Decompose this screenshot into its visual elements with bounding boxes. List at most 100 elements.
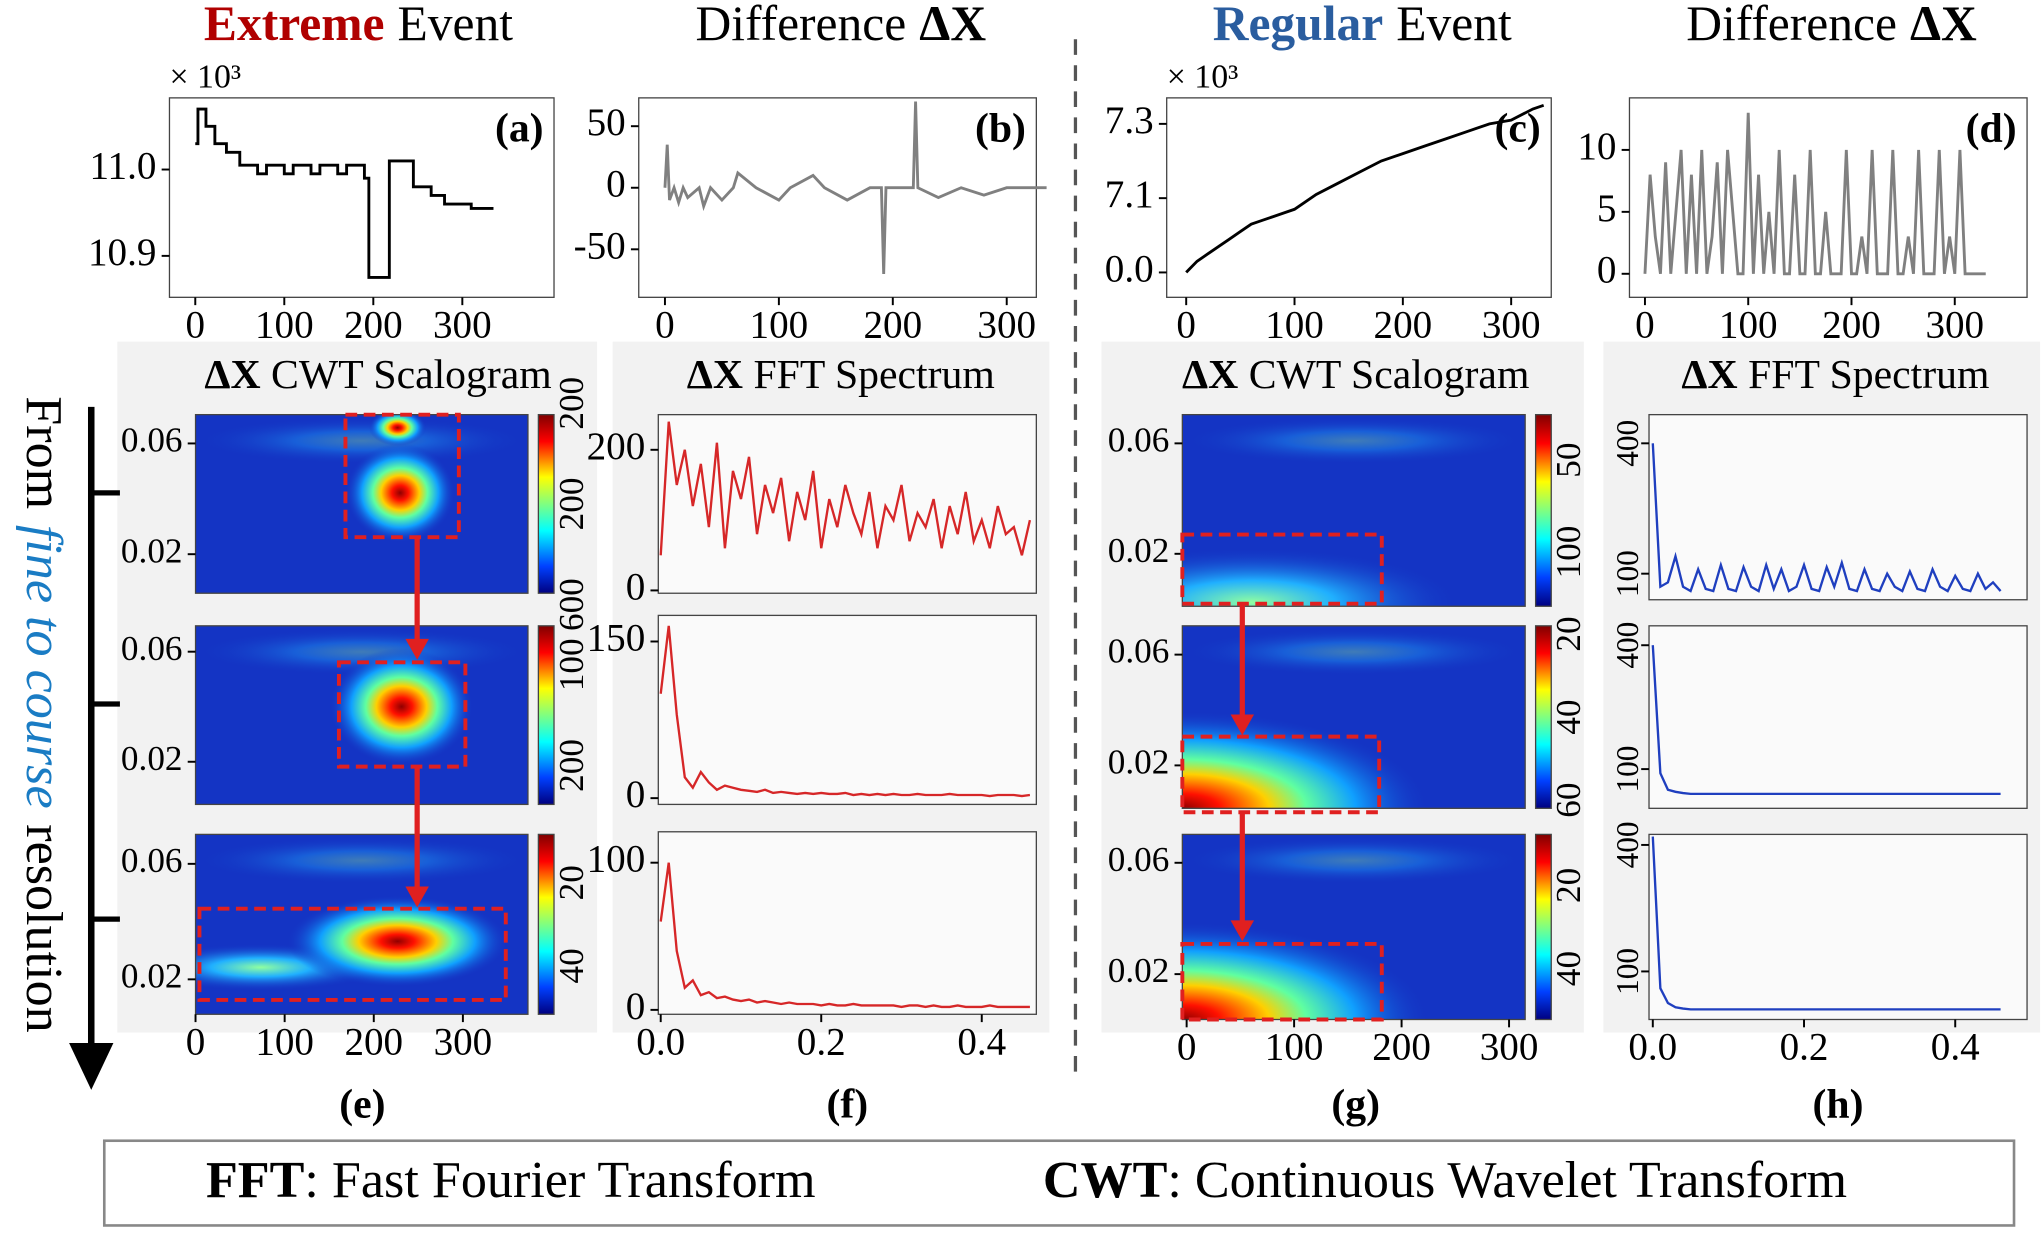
side-part: resolution bbox=[15, 824, 72, 1032]
header-part: ΔX bbox=[919, 0, 986, 51]
y-tick-label: 0.02 bbox=[121, 956, 183, 995]
x-tick-label: 300 bbox=[433, 304, 492, 347]
footer-entry: CWT: Continuous Wavelet Transform bbox=[1043, 1152, 1847, 1209]
heatmap bbox=[195, 625, 528, 805]
colorbar-label: 60 40 20 bbox=[1549, 616, 1588, 817]
y-tick-label: 400 bbox=[1610, 420, 1645, 467]
x-tick-label: 100 bbox=[750, 304, 809, 347]
panel: 10 5 00 100 200 300 (d) bbox=[1577, 97, 2028, 347]
panel-label: (g) bbox=[1331, 1082, 1380, 1128]
title-part: ΔX bbox=[687, 352, 743, 398]
x-tick-label: 200 bbox=[1372, 1026, 1431, 1069]
heatmap bbox=[1182, 834, 1526, 1020]
colorbar-label: 100 50 bbox=[1549, 443, 1588, 579]
header-part: Event bbox=[398, 0, 514, 51]
section-title: ΔX FFT Spectrum bbox=[687, 352, 995, 398]
x-tick-label: 200 bbox=[1822, 304, 1881, 347]
panel: 100 50 0.06 0.02 bbox=[1108, 413, 1588, 607]
line bbox=[659, 862, 1030, 1009]
line bbox=[659, 625, 1031, 798]
line bbox=[1651, 836, 2001, 1011]
header-part: Extreme bbox=[204, 0, 385, 51]
x-tick-label: 200 bbox=[344, 1021, 403, 1064]
y-tick-label: 7.3 bbox=[1105, 99, 1154, 142]
panel: 100 00.0 0.2 0.4 (f) bbox=[587, 831, 1037, 1128]
y-tick-label: 0 bbox=[626, 565, 646, 608]
y-tick-label: 11.0 bbox=[89, 145, 156, 188]
y-tick-label: 0 bbox=[606, 163, 626, 206]
panel-label: (h) bbox=[1813, 1082, 1864, 1128]
y-tick-label: 0.06 bbox=[121, 629, 183, 668]
heatmap-band bbox=[1182, 628, 1526, 676]
x-tick-label: 300 bbox=[1482, 304, 1541, 347]
header-part: Regular bbox=[1213, 0, 1384, 51]
y-tick-label: 200 bbox=[587, 425, 646, 468]
y-tick-label: 100 bbox=[1610, 550, 1645, 597]
x-tick-label: 0.4 bbox=[1931, 1026, 1980, 1069]
colorbar bbox=[537, 413, 555, 594]
y-tick-label: 0.02 bbox=[1108, 531, 1170, 570]
frame bbox=[1181, 625, 1526, 809]
heatmap-blob bbox=[368, 414, 427, 446]
heatmap-band bbox=[195, 417, 528, 465]
y-tick-label: 400 bbox=[1610, 821, 1645, 868]
highlight-box bbox=[343, 412, 461, 540]
header-part: Difference bbox=[1686, 0, 1897, 51]
title-part: ΔX bbox=[204, 352, 260, 398]
y-tick-label: 100 bbox=[587, 838, 646, 881]
heatmap-blob bbox=[1182, 547, 1460, 607]
y-tick-label: 400 bbox=[1610, 622, 1645, 669]
y-tick-label: 0.06 bbox=[1108, 420, 1170, 459]
y-tick-label: -50 bbox=[574, 224, 626, 267]
frame bbox=[657, 614, 1037, 806]
title-part: CWT Scalogram bbox=[271, 352, 552, 398]
panel: 40 20 0.06 0.020 100 200 300 (e) bbox=[121, 833, 591, 1128]
x-tick-label: 0 bbox=[186, 304, 206, 347]
frame bbox=[1648, 413, 2028, 601]
colorbar bbox=[1534, 413, 1552, 607]
heatmap bbox=[195, 834, 528, 1015]
heatmap bbox=[1182, 414, 1526, 607]
highlight-box bbox=[1180, 734, 1382, 815]
header-part: Event bbox=[1396, 0, 1512, 51]
y-tick-label: 0.02 bbox=[1108, 742, 1170, 781]
y-tick-label: 0 bbox=[626, 773, 646, 816]
colorbar-label: 40 20 bbox=[552, 865, 591, 983]
title-part: FFT Spectrum bbox=[753, 352, 994, 398]
colorbar-label: 200 100 bbox=[552, 638, 591, 791]
title-part: ΔX bbox=[1182, 352, 1238, 398]
footer-term: FFT bbox=[206, 1152, 304, 1209]
header: Regular Event bbox=[1213, 0, 1512, 51]
frame bbox=[657, 831, 1037, 1015]
arrow-head bbox=[69, 1042, 114, 1090]
panel-label: (e) bbox=[339, 1082, 385, 1128]
header: Difference ΔX bbox=[1686, 0, 1977, 51]
axis-multiplier: × 10³ bbox=[1167, 58, 1239, 95]
y-tick-label: 50 bbox=[587, 101, 626, 144]
resolution-arrow bbox=[69, 406, 120, 1090]
x-tick-label: 200 bbox=[1374, 304, 1433, 347]
y-tick-label: 10.9 bbox=[88, 231, 156, 274]
heatmap-band bbox=[1182, 417, 1526, 465]
line bbox=[195, 107, 494, 279]
line bbox=[1651, 443, 2002, 593]
heatmap-band bbox=[195, 837, 528, 884]
y-tick-label: 0.02 bbox=[1108, 951, 1170, 990]
x-tick-label: 100 bbox=[1265, 304, 1324, 347]
heatmap bbox=[195, 414, 528, 594]
section-titles: ΔX CWT Scalogram ΔX FFT Spectrum ΔX CWT Sca… bbox=[204, 352, 1989, 398]
panel-label: (a) bbox=[495, 105, 544, 151]
x-tick-label: 0.0 bbox=[636, 1021, 685, 1064]
frame bbox=[1648, 625, 2028, 809]
y-tick-label: 5 bbox=[1597, 187, 1617, 230]
headers: Extreme Event Difference ΔX Regular Event D… bbox=[204, 0, 1977, 51]
panel: 200 100 0.06 0.02 bbox=[121, 625, 591, 806]
frame bbox=[194, 413, 529, 594]
x-tick-label: 100 bbox=[1265, 1026, 1324, 1069]
frame bbox=[1648, 833, 2028, 1021]
highlight-box bbox=[336, 660, 468, 769]
x-tick-label: 300 bbox=[1925, 304, 1984, 347]
title-part: ΔX bbox=[1681, 352, 1737, 398]
x-tick-label: 0 bbox=[186, 1021, 206, 1064]
